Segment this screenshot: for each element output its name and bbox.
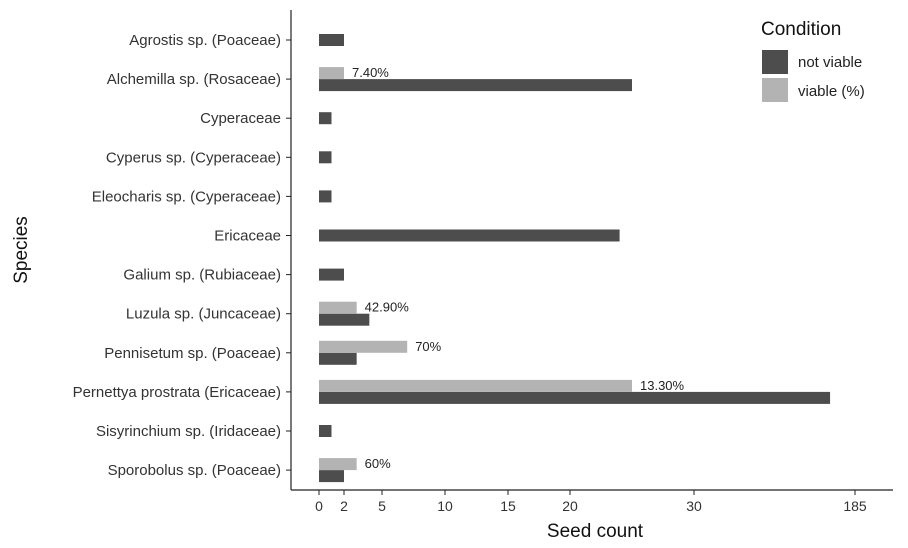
data-label-viable: 60% <box>365 456 391 471</box>
x-tick-label: 10 <box>437 498 453 514</box>
bar-not-viable <box>319 470 344 483</box>
category-label: Eleocharis sp. (Cyperaceae) <box>92 188 281 205</box>
legend-swatch-viable <box>762 78 788 102</box>
category-label: Cyperaceae <box>200 110 281 127</box>
bar-not-viable <box>319 190 332 203</box>
data-label-viable: 42.90% <box>365 300 410 315</box>
category-label: Luzula sp. (Juncaceae) <box>126 306 281 323</box>
bar-not-viable <box>319 112 332 125</box>
y-axis-title: Species <box>11 216 32 284</box>
bar-viable <box>319 67 344 80</box>
legend-swatch-not-viable <box>762 50 788 74</box>
x-tick-label: 185 <box>843 498 867 514</box>
bar-not-viable <box>319 425 332 437</box>
bar-viable <box>319 340 408 353</box>
bar-not-viable <box>319 268 344 281</box>
x-tick-label: 5 <box>378 498 386 514</box>
category-labels-layer: Agrostis sp. (Poaceae) Alchemilla sp. (Ro… <box>73 32 291 479</box>
category-label: Pernettya prostrata (Ericaceae) <box>73 384 281 401</box>
bars-layer <box>319 34 831 483</box>
data-labels-layer: 7.40% 42.90% 70% 13.30% 60% <box>352 65 685 471</box>
x-axis: 0 2 5 10 15 20 30 185 <box>315 490 867 514</box>
x-tick-label: 0 <box>315 498 323 514</box>
x-tick-label: 20 <box>562 498 578 514</box>
bar-not-viable <box>319 79 632 92</box>
legend-title: Condition <box>761 19 841 40</box>
bar-not-viable <box>319 229 620 242</box>
bar-not-viable <box>319 391 831 404</box>
bar-not-viable <box>319 151 332 164</box>
data-label-viable: 70% <box>415 339 441 354</box>
category-label: Sporobolus sp. (Poaceae) <box>108 462 281 479</box>
x-axis-title: Seed count <box>547 521 644 542</box>
bar-viable <box>319 379 632 392</box>
category-label: Pennisetum sp. (Poaceae) <box>104 345 281 362</box>
data-label-viable: 7.40% <box>352 65 389 80</box>
bar-not-viable <box>319 34 344 46</box>
category-label: Agrostis sp. (Poaceae) <box>129 32 281 49</box>
data-label-viable: 13.30% <box>640 378 685 393</box>
bar-not-viable <box>319 313 370 326</box>
bar-viable <box>319 458 357 471</box>
x-tick-label: 15 <box>500 498 516 514</box>
bar-not-viable <box>319 352 357 365</box>
category-label: Ericaceae <box>214 228 281 245</box>
category-label: Cyperus sp. (Cyperaceae) <box>106 149 281 166</box>
legend: Condition not viable viable (%) <box>761 19 865 102</box>
x-tick-label: 30 <box>686 498 702 514</box>
category-label: Sisyrinchium sp. (Iridaceae) <box>96 423 281 440</box>
legend-label-viable: viable (%) <box>798 83 865 100</box>
category-label: Alchemilla sp. (Rosaceae) <box>107 71 281 88</box>
legend-label-not-viable: not viable <box>798 54 862 71</box>
x-tick-label: 2 <box>340 498 348 514</box>
category-label: Galium sp. (Rubiaceae) <box>123 267 281 284</box>
bar-viable <box>319 301 357 314</box>
